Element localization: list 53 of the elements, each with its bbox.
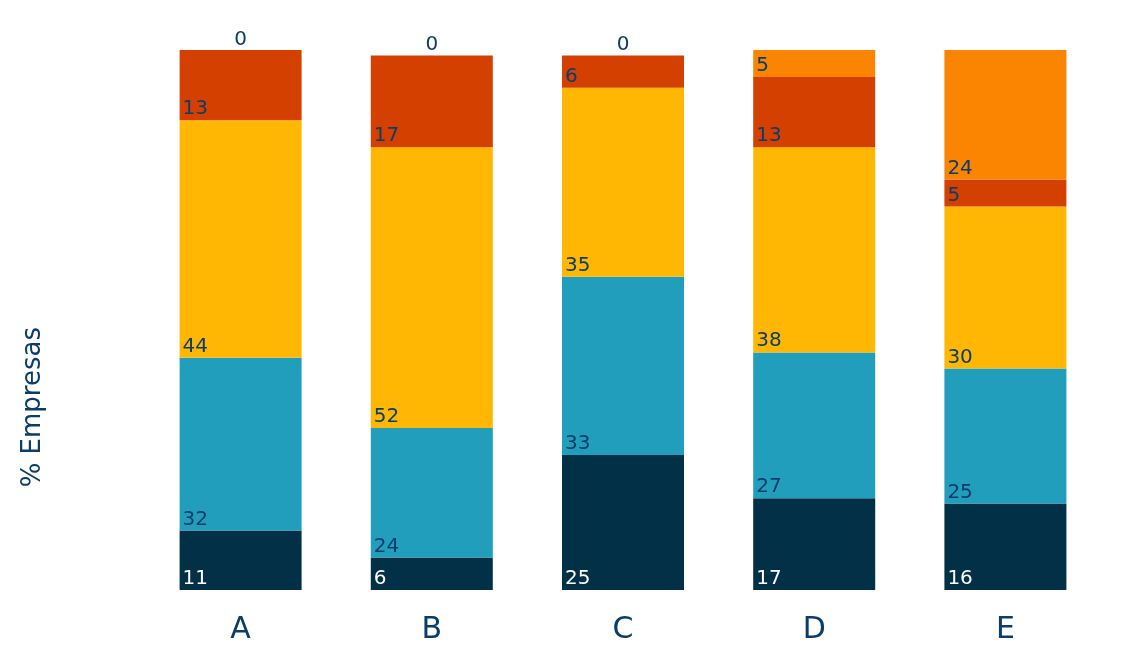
bar — [179, 357, 302, 531]
x-tick-label: C — [612, 609, 634, 645]
bar — [562, 455, 684, 590]
data-label: 0 — [425, 31, 439, 56]
bar — [370, 147, 493, 428]
data-label: 25 — [947, 478, 973, 503]
bar — [562, 87, 684, 277]
x-tick-label: D — [802, 609, 826, 645]
data-label: 5 — [756, 52, 769, 76]
data-label: 44 — [182, 332, 209, 357]
data-label: 13 — [182, 95, 209, 120]
bar — [179, 120, 302, 358]
data-label: 38 — [756, 327, 782, 352]
data-label: 33 — [565, 430, 591, 454]
bar — [370, 557, 493, 590]
y-axis-title: % Empresas — [16, 327, 46, 488]
data-label: 52 — [373, 403, 400, 427]
data-label: 35 — [565, 251, 591, 276]
data-label: 6 — [565, 62, 578, 87]
x-tick-label: E — [995, 609, 1015, 645]
data-label: 16 — [947, 565, 973, 589]
data-label: 17 — [756, 565, 782, 589]
data-label: 27 — [756, 473, 782, 498]
data-label: 6 — [373, 565, 387, 589]
x-tick-label: A — [230, 609, 252, 645]
data-label: 24 — [947, 154, 973, 179]
data-label: 0 — [234, 26, 247, 50]
data-label: 11 — [182, 565, 209, 589]
data-label: 32 — [182, 505, 209, 530]
bar — [753, 498, 876, 590]
data-label: 24 — [373, 532, 400, 557]
data-label: 5 — [947, 181, 961, 206]
bar — [562, 55, 684, 88]
bar — [944, 368, 1067, 504]
data-label: 30 — [947, 343, 973, 368]
bar — [562, 276, 684, 455]
bar — [179, 50, 302, 121]
bar — [370, 55, 493, 148]
bar — [753, 147, 876, 353]
x-tick-label: B — [421, 609, 443, 645]
bar — [944, 206, 1067, 369]
bar — [753, 77, 876, 148]
data-label: 13 — [756, 122, 782, 147]
bar — [179, 530, 302, 590]
data-label: 0 — [616, 31, 630, 56]
bar — [753, 352, 876, 499]
bar — [944, 50, 1067, 180]
data-label: 17 — [373, 122, 400, 147]
data-label: 25 — [565, 565, 591, 589]
bar — [944, 179, 1067, 207]
bar — [753, 50, 876, 77]
bar — [944, 503, 1067, 590]
bar — [370, 428, 493, 558]
